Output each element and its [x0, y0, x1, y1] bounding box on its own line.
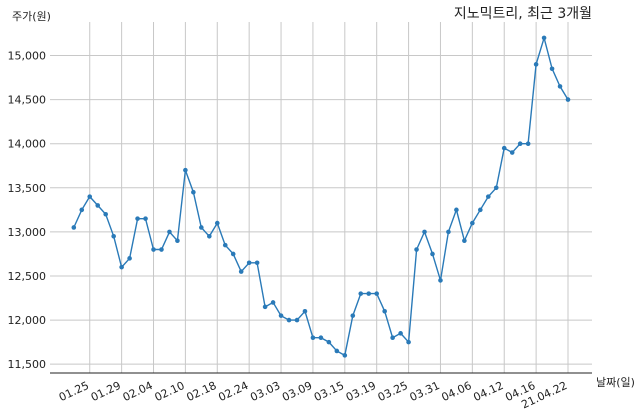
- data-point: [533, 62, 539, 67]
- price-line: [73, 35, 569, 357]
- data-point: [382, 308, 387, 314]
- data-point: [262, 304, 268, 310]
- data-point: [222, 242, 228, 248]
- y-tick-label: 13,500: [8, 182, 47, 195]
- data-point: [302, 308, 308, 314]
- data-point: [406, 339, 411, 345]
- data-point: [111, 234, 116, 239]
- data-point: [238, 269, 244, 274]
- data-point: [493, 185, 499, 191]
- x-axis-ticks: 01.2501.2902.0402.1002.1802.2403.0303.09…: [57, 379, 569, 411]
- x-tick-label: 03.19: [344, 379, 378, 404]
- data-point: [191, 189, 196, 195]
- data-point: [422, 229, 427, 235]
- y-tick-label: 15,000: [8, 50, 47, 63]
- chart-title: 지노믹트리, 최근 3개월: [454, 6, 592, 22]
- data-point: [509, 150, 515, 155]
- data-point: [541, 35, 547, 41]
- data-point: [350, 313, 356, 318]
- y-tick-label: 12,500: [8, 270, 47, 283]
- x-tick-label: 03.15: [312, 379, 346, 404]
- x-tick-label: 01.25: [57, 379, 91, 404]
- data-point: [565, 97, 571, 102]
- data-point: [175, 238, 180, 244]
- x-tick-label: 03.03: [248, 379, 282, 404]
- data-point: [326, 339, 332, 345]
- data-point: [390, 335, 395, 341]
- data-point: [151, 247, 156, 252]
- data-point: [207, 234, 212, 239]
- grid-lines: [50, 22, 592, 374]
- x-axis-label: 날짜(일): [596, 375, 635, 389]
- y-tick-label: 11,500: [8, 358, 47, 371]
- y-tick-label: 14,500: [8, 94, 47, 107]
- data-point: [294, 317, 300, 323]
- data-point: [119, 264, 124, 270]
- x-tick-label: 03.25: [376, 379, 410, 404]
- y-tick-label: 13,000: [8, 226, 47, 239]
- data-point: [95, 203, 101, 208]
- data-point: [318, 335, 324, 341]
- data-point: [135, 216, 140, 221]
- data-point: [557, 84, 563, 89]
- data-point: [183, 167, 188, 173]
- x-tick-label: 01.29: [89, 379, 123, 404]
- data-point: [398, 331, 403, 336]
- data-point: [286, 317, 292, 323]
- data-point: [454, 207, 459, 213]
- data-point: [278, 313, 284, 318]
- data-point: [310, 335, 316, 341]
- data-point: [199, 225, 204, 230]
- data-point: [485, 194, 491, 199]
- data-point: [103, 211, 108, 217]
- data-point: [501, 145, 507, 151]
- data-point: [446, 229, 451, 235]
- data-point: [270, 300, 276, 305]
- data-point: [342, 353, 348, 358]
- y-tick-label: 12,000: [8, 314, 47, 327]
- data-point: [230, 251, 236, 257]
- x-tick-label: 02.10: [153, 379, 187, 404]
- data-point: [470, 220, 475, 226]
- data-point: [167, 229, 172, 235]
- data-point: [525, 141, 531, 147]
- y-axis-ticks: 11,500 12,000 12,500 13,000 13,500 14,000 14,5…: [8, 50, 47, 372]
- data-point: [374, 291, 379, 296]
- data-point: [366, 291, 372, 296]
- price-series: [71, 35, 571, 358]
- x-tick-label: 04.12: [471, 379, 505, 404]
- data-point: [517, 141, 523, 147]
- y-axis-label: 주가(원): [12, 10, 51, 23]
- data-point: [214, 220, 220, 226]
- data-point: [254, 260, 260, 266]
- data-point: [71, 225, 77, 230]
- data-point: [478, 207, 483, 213]
- data-point: [462, 238, 467, 244]
- data-point: [159, 247, 164, 252]
- data-point: [127, 256, 132, 261]
- x-tick-label: 03.09: [280, 379, 314, 404]
- data-point: [87, 194, 93, 199]
- data-point: [358, 291, 364, 296]
- data-point: [334, 348, 340, 354]
- data-point: [246, 260, 252, 266]
- x-tick-label: 04.06: [440, 379, 474, 404]
- data-point: [430, 251, 435, 257]
- data-point: [79, 207, 85, 213]
- x-tick-label: 02.18: [185, 379, 219, 404]
- x-tick-label: 02.04: [121, 379, 155, 404]
- x-tick-label: 03.31: [408, 379, 442, 404]
- data-point: [549, 66, 555, 72]
- data-point: [143, 216, 148, 221]
- data-point: [414, 247, 419, 252]
- data-point: [438, 278, 443, 283]
- y-tick-label: 14,000: [8, 138, 47, 151]
- x-tick-label: 02.24: [216, 379, 250, 404]
